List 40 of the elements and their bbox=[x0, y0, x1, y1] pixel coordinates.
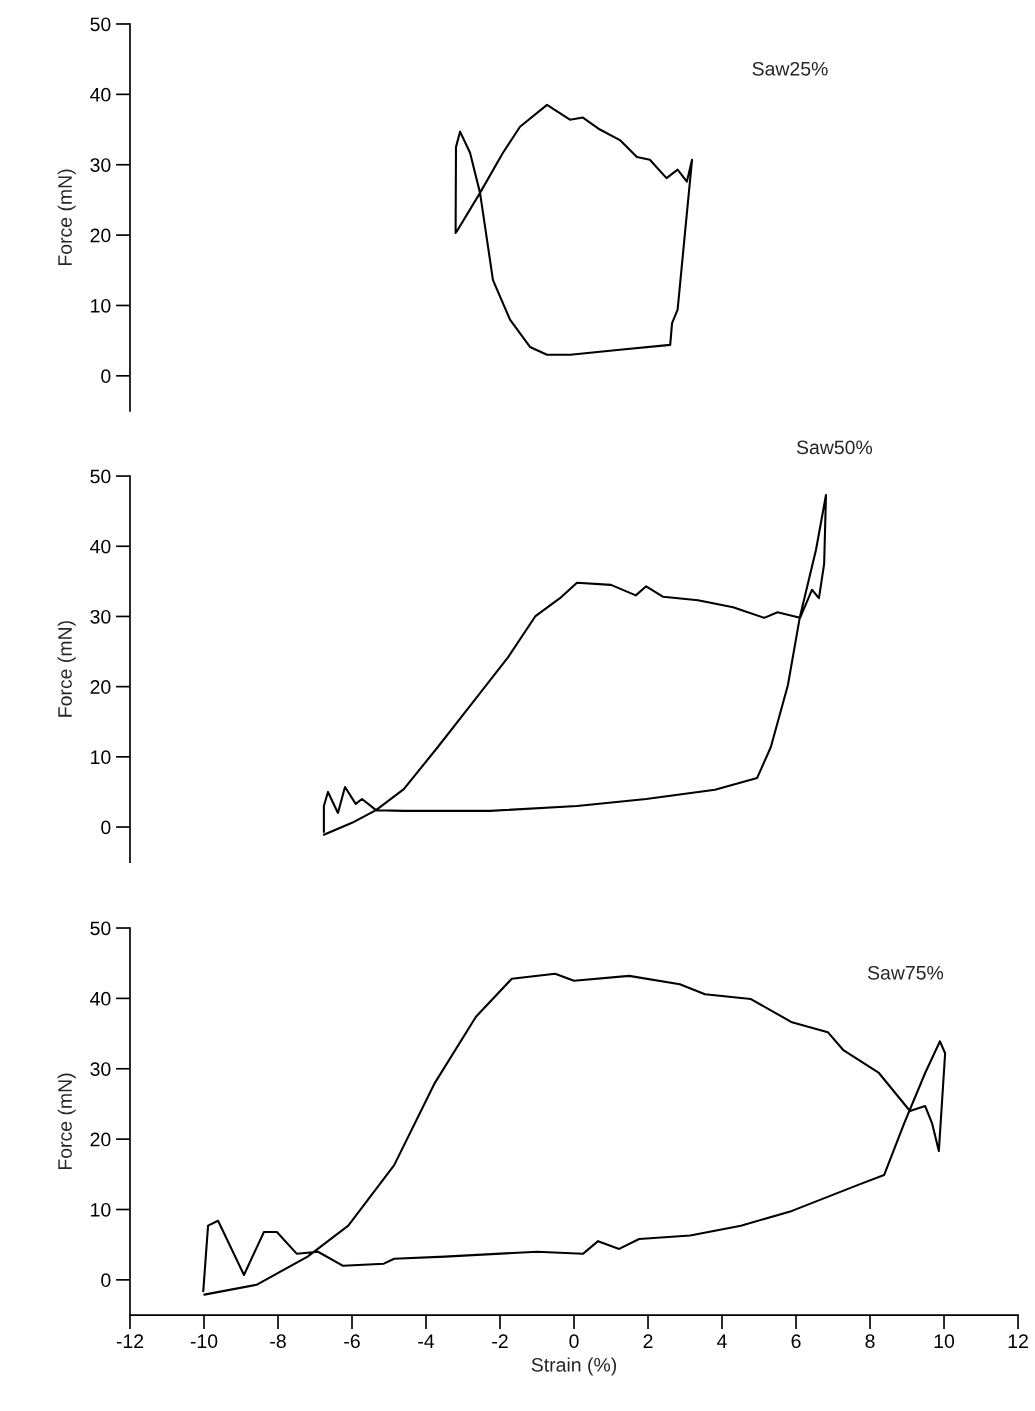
x-tick-label: -12 bbox=[116, 1334, 144, 1348]
text: Saw25% bbox=[752, 61, 828, 76]
y-tick-label: 20 bbox=[90, 680, 111, 694]
y-tick-label: 30 bbox=[90, 158, 111, 172]
y-tick-label: 40 bbox=[90, 991, 111, 1006]
y-tick-label: 40 bbox=[90, 539, 111, 554]
line-series bbox=[322, 493, 828, 836]
x-tick-label: 10 bbox=[934, 1334, 955, 1349]
y-tick-label: 30 bbox=[90, 1062, 111, 1076]
x-tick-label: -10 bbox=[190, 1334, 218, 1349]
text: Saw75% bbox=[867, 965, 944, 980]
y-axis-title: Force (mN) bbox=[57, 1073, 76, 1170]
y-axis-title: Force (mN) bbox=[57, 169, 76, 266]
y-tick-label: 0 bbox=[101, 820, 111, 835]
x-tick-label: 12 bbox=[1008, 1334, 1028, 1348]
x-tick-label: 6 bbox=[791, 1334, 801, 1349]
y-tick-label: 50 bbox=[90, 921, 111, 936]
x-tick-label: -4 bbox=[418, 1334, 435, 1348]
y-tick-label: 50 bbox=[90, 469, 111, 484]
y-tick-label: 0 bbox=[101, 1273, 111, 1288]
x-tick-label: 2 bbox=[643, 1334, 653, 1348]
x-tick-label: 8 bbox=[865, 1334, 875, 1349]
x-axis-title: Strain (%) bbox=[531, 1357, 617, 1376]
x-tick-label: 0 bbox=[569, 1334, 579, 1349]
x-tick-label: -6 bbox=[344, 1334, 360, 1349]
y-tick-label: 10 bbox=[91, 298, 111, 313]
line-series bbox=[454, 103, 694, 356]
y-axis-title: Force (mN) bbox=[57, 621, 76, 717]
text: Saw50% bbox=[796, 440, 873, 455]
y-tick-label: 50 bbox=[90, 17, 111, 32]
y-tick-label: 30 bbox=[90, 609, 111, 624]
y-tick-label: 10 bbox=[91, 1202, 111, 1217]
x-tick-label: -2 bbox=[492, 1334, 508, 1348]
x-tick-label: 4 bbox=[717, 1334, 727, 1348]
y-tick-label: 20 bbox=[90, 1132, 111, 1147]
y-tick-label: 10 bbox=[91, 750, 111, 765]
x-tick-label: -8 bbox=[270, 1334, 286, 1349]
y-tick-label: 40 bbox=[90, 87, 111, 102]
y-tick-label: 20 bbox=[90, 228, 111, 243]
y-tick-label: 0 bbox=[101, 369, 111, 384]
